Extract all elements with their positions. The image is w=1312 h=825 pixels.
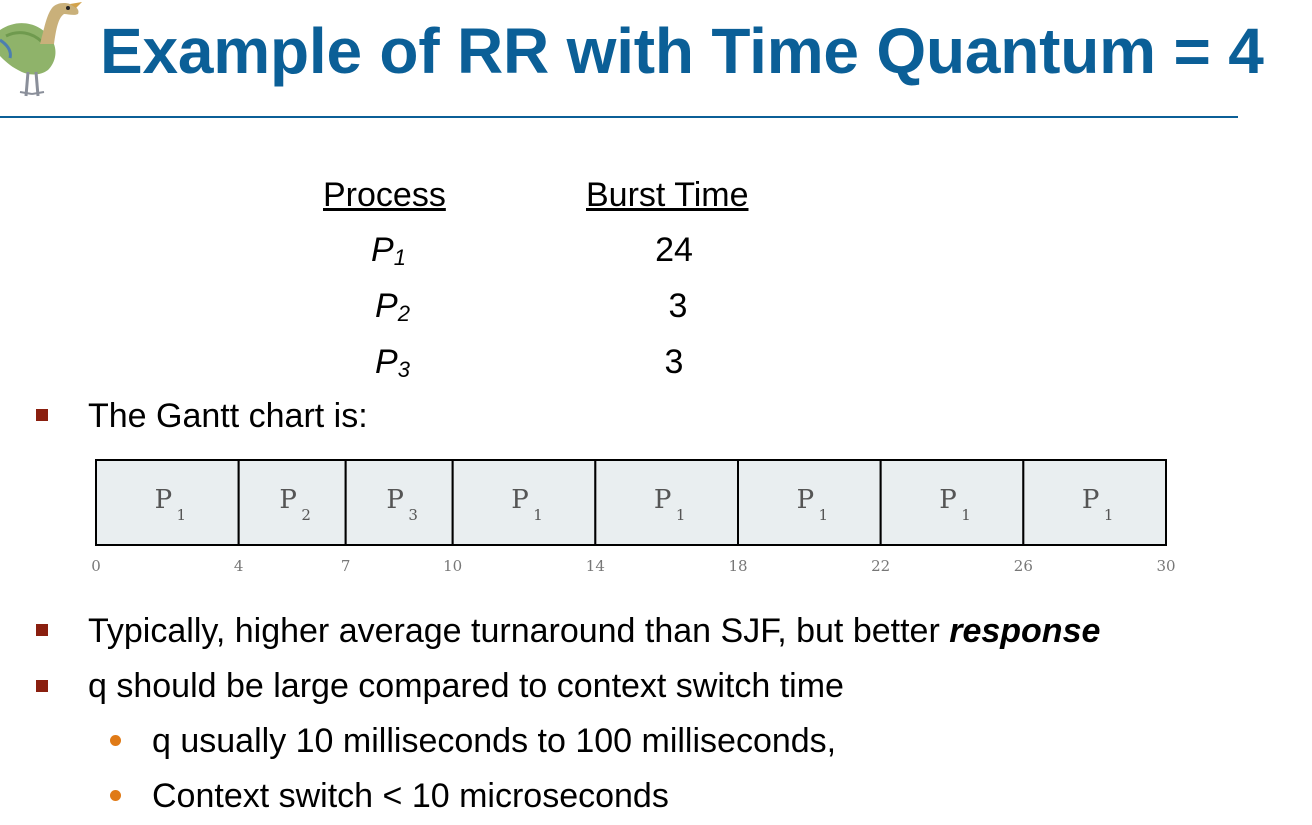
gantt-segment-label: P xyxy=(797,485,815,515)
gantt-segment xyxy=(594,459,739,546)
process-name-p2: P2 xyxy=(375,287,410,326)
gantt-segment-subscript: 1 xyxy=(1104,506,1114,524)
gantt-segment-subscript: 1 xyxy=(533,506,543,524)
burst-time-p1: 24 xyxy=(655,231,693,269)
gantt-intro-text: The Gantt chart is: xyxy=(88,397,368,435)
gantt-segment xyxy=(95,459,240,546)
gantt-segment xyxy=(237,459,347,546)
burst-time-p2: 3 xyxy=(668,287,688,325)
gantt-segment-label: P xyxy=(939,485,957,515)
gantt-segment-label: P xyxy=(1082,485,1100,515)
gantt-segment-label: P xyxy=(155,485,173,515)
process-column-header: Process xyxy=(323,176,446,214)
slide-title: Example of RR with Time Quantum = 4 xyxy=(100,15,1264,87)
gantt-segment-subscript: 1 xyxy=(819,506,829,524)
context-switch-subbullet-text: Context switch < 10 microseconds xyxy=(152,777,669,815)
process-name-p3: P3 xyxy=(375,343,410,382)
gantt-tick-label: 18 xyxy=(728,557,747,575)
gantt-segment-subscript: 1 xyxy=(961,506,971,524)
gantt-segment-label: P xyxy=(279,485,297,515)
gantt-segment xyxy=(344,459,454,546)
bullet-dot-icon xyxy=(110,790,121,801)
process-name-p1: P1 xyxy=(371,231,406,270)
response-emphasis: response xyxy=(949,612,1101,650)
gantt-tick-label: 30 xyxy=(1156,557,1175,575)
gantt-segment-label: P xyxy=(386,485,404,515)
turnaround-bullet-text: Typically, higher average turnaround tha… xyxy=(88,612,1101,650)
gantt-tick-label: 4 xyxy=(234,557,244,575)
bullet-square-icon xyxy=(36,680,48,692)
quantum-range-subbullet-text: q usually 10 milliseconds to 100 millise… xyxy=(152,722,837,760)
gantt-tick-label: 10 xyxy=(443,557,462,575)
gantt-segment xyxy=(1022,459,1167,546)
gantt-segment-subscript: 3 xyxy=(408,506,418,524)
gantt-tick-label: 22 xyxy=(871,557,890,575)
gantt-segment-subscript: 2 xyxy=(301,506,311,524)
quantum-size-bullet-text: q should be large compared to context sw… xyxy=(88,667,844,705)
gantt-segment-subscript: 1 xyxy=(177,506,187,524)
gantt-tick-label: 7 xyxy=(341,557,351,575)
gantt-tick-label: 0 xyxy=(91,557,101,575)
gantt-segment-label: P xyxy=(511,485,529,515)
gantt-segment-label: P xyxy=(654,485,672,515)
bullet-square-icon xyxy=(36,624,48,636)
dinosaur-logo-icon xyxy=(0,2,82,97)
gantt-tick-label: 26 xyxy=(1014,557,1033,575)
burst-time-column-header: Burst Time xyxy=(586,176,749,214)
burst-time-p3: 3 xyxy=(664,343,684,381)
bullet-dot-icon xyxy=(110,735,121,746)
gantt-tick-label: 14 xyxy=(586,557,605,575)
title-divider xyxy=(0,116,1238,118)
gantt-segment-subscript: 1 xyxy=(676,506,686,524)
bullet-square-icon xyxy=(36,409,48,421)
gantt-segment xyxy=(879,459,1025,546)
